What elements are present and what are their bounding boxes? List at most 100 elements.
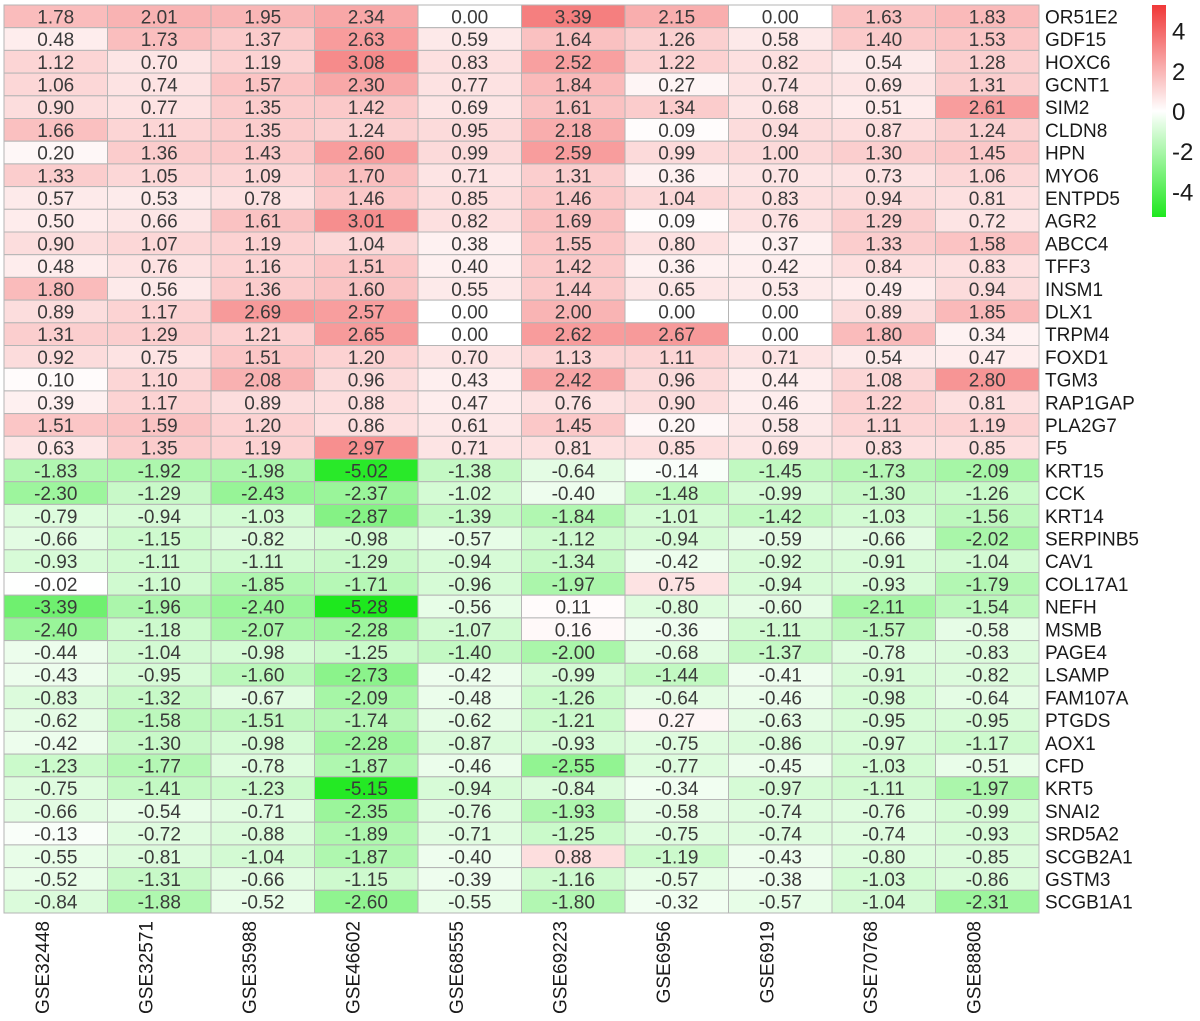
- cell-value-label: -2.40: [241, 598, 284, 619]
- cell-value-label: -1.03: [862, 507, 905, 528]
- cell-value-label: -1.41: [138, 779, 181, 800]
- cell-value-label: -0.97: [862, 734, 905, 755]
- row-label: MYO6: [1045, 166, 1099, 187]
- cell-value-label: 0.56: [141, 280, 178, 301]
- cell-value-label: -2.73: [345, 666, 388, 687]
- cell-value-label: 0.39: [37, 393, 74, 414]
- cell-value-label: 1.10: [141, 371, 178, 392]
- cell-value-label: 2.62: [555, 325, 592, 346]
- cell-value-label: -1.98: [241, 461, 284, 482]
- cell-value-label: 1.61: [555, 98, 592, 119]
- cell-value-label: -1.60: [241, 666, 284, 687]
- cell-value-label: 1.19: [969, 416, 1006, 437]
- cell-value-label: 1.36: [141, 144, 178, 165]
- cell-value-label: 0.83: [865, 439, 902, 460]
- cell-value-label: -0.98: [345, 529, 388, 550]
- cell-value-label: -1.97: [966, 779, 1009, 800]
- cell-value-label: 0.20: [658, 416, 695, 437]
- cell-value-label: 0.74: [141, 75, 178, 96]
- row-label: RAP1GAP: [1045, 393, 1135, 414]
- cell-value-label: 1.13: [555, 348, 592, 369]
- cell-value-label: 2.80: [969, 371, 1006, 392]
- cell-value-label: 0.09: [658, 121, 695, 142]
- cell-value-label: -1.02: [448, 484, 491, 505]
- cell-value-label: -0.98: [241, 734, 284, 755]
- cell-value-label: -1.19: [655, 847, 698, 868]
- cell-value-label: -0.94: [759, 575, 803, 596]
- cell-value-label: -0.95: [862, 711, 905, 732]
- cell-value-label: 0.89: [865, 302, 902, 323]
- cell-value-label: -0.98: [241, 643, 284, 664]
- cell-value-label: -0.74: [759, 825, 803, 846]
- cell-value-label: -0.85: [966, 847, 1009, 868]
- row-label: KRT5: [1045, 779, 1093, 800]
- row-label: LSAMP: [1045, 666, 1109, 687]
- cell-value-label: -0.43: [759, 847, 802, 868]
- cell-value-label: -0.57: [448, 529, 491, 550]
- row-label: OR51E2: [1045, 7, 1118, 28]
- cell-value-label: 1.66: [37, 121, 74, 142]
- cell-value-label: 1.43: [244, 144, 281, 165]
- cell-value-label: -0.52: [241, 893, 284, 914]
- cell-value-label: 0.90: [37, 98, 74, 119]
- cell-value-label: 2.69: [244, 302, 281, 323]
- cell-value-label: -0.91: [862, 666, 905, 687]
- cell-value-label: 0.40: [451, 257, 488, 278]
- cell-value-label: 0.59: [451, 30, 488, 51]
- cell-value-label: -0.80: [655, 598, 698, 619]
- cell-value-label: -1.03: [862, 870, 905, 891]
- cell-value-label: 1.63: [865, 7, 902, 28]
- cell-value-label: 1.19: [244, 439, 281, 460]
- cell-value-label: 0.74: [762, 75, 799, 96]
- cell-value-label: 0.84: [865, 257, 902, 278]
- cell-value-label: 1.33: [865, 234, 902, 255]
- cell-value-label: 2.01: [141, 7, 178, 28]
- cell-value-label: 0.94: [762, 121, 799, 142]
- cell-value-label: 1.34: [658, 98, 695, 119]
- cell-value-label: 0.95: [451, 121, 488, 142]
- cell-value-label: -0.95: [138, 666, 181, 687]
- row-label: HPN: [1045, 144, 1085, 165]
- cell-value-label: -1.84: [552, 507, 596, 528]
- cell-value-label: 0.89: [244, 393, 281, 414]
- cell-value-label: 0.96: [348, 371, 385, 392]
- cell-value-label: -0.40: [552, 484, 595, 505]
- cell-value-label: -1.31: [138, 870, 181, 891]
- row-label: CLDN8: [1045, 121, 1107, 142]
- row-label: ENTPD5: [1045, 189, 1120, 210]
- cell-value-label: 0.87: [865, 121, 902, 142]
- cell-value-label: -0.67: [241, 688, 284, 709]
- cell-value-label: 0.76: [555, 393, 592, 414]
- cell-value-label: 0.90: [37, 234, 74, 255]
- cell-value-label: 0.85: [451, 189, 488, 210]
- row-label: TFF3: [1045, 257, 1090, 278]
- cell-value-label: 1.29: [865, 212, 902, 233]
- cell-value-label: -1.30: [138, 734, 181, 755]
- row-label: SNAI2: [1045, 802, 1100, 823]
- cell-value-label: -2.07: [241, 620, 284, 641]
- cell-value-label: 1.06: [37, 75, 74, 96]
- cell-value-label: 1.16: [244, 257, 281, 278]
- cell-value-label: -0.55: [34, 847, 77, 868]
- row-label: SCGB1A1: [1045, 893, 1133, 914]
- cell-value-label: 0.69: [762, 439, 799, 460]
- cell-value-label: 1.80: [865, 325, 902, 346]
- cell-value-label: 1.37: [244, 30, 281, 51]
- cell-value-label: -1.29: [345, 552, 388, 573]
- cell-value-label: 0.48: [37, 257, 74, 278]
- cell-value-label: 2.60: [348, 144, 385, 165]
- cell-value-label: 0.53: [762, 280, 799, 301]
- cell-value-label: 1.04: [658, 189, 695, 210]
- cell-value-label: -2.28: [345, 734, 388, 755]
- row-label: SCGB2A1: [1045, 847, 1133, 868]
- cell-value-label: -2.09: [966, 461, 1009, 482]
- cell-value-label: -0.46: [759, 688, 802, 709]
- cell-value-label: 0.83: [762, 189, 799, 210]
- row-label: TRPM4: [1045, 325, 1110, 346]
- cell-value-label: -1.23: [34, 756, 77, 777]
- cell-value-label: -1.88: [138, 893, 181, 914]
- row-label: KRT15: [1045, 461, 1104, 482]
- cell-value-label: -2.55: [552, 756, 595, 777]
- row-label: CAV1: [1045, 552, 1093, 573]
